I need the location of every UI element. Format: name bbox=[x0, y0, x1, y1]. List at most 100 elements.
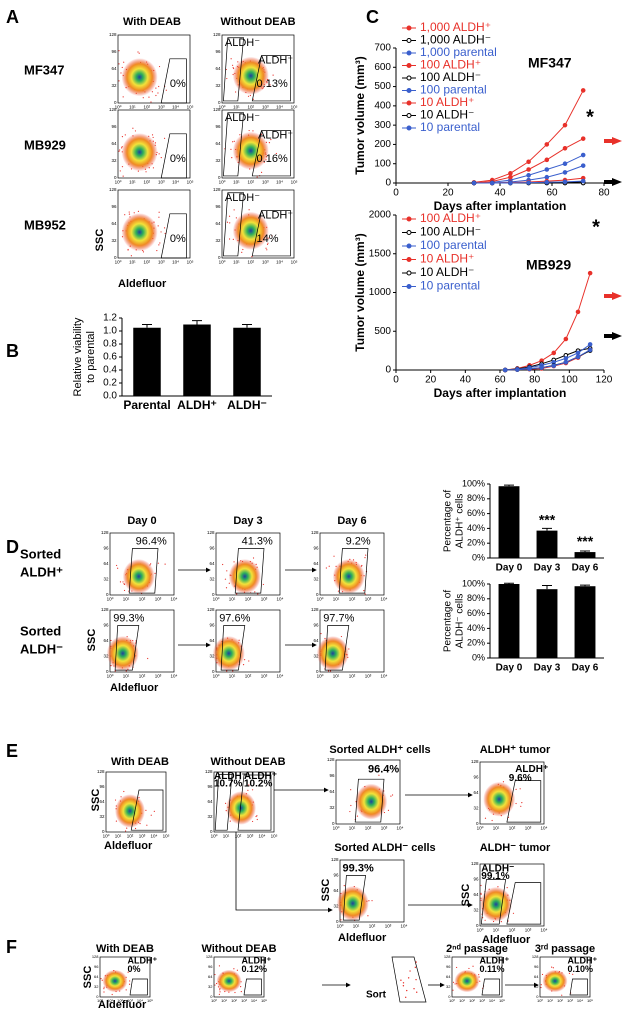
gate-label: ALDH⁺ bbox=[258, 130, 293, 142]
event-dot bbox=[233, 968, 235, 970]
event-dot bbox=[252, 130, 254, 132]
day-title: Day 0 bbox=[127, 515, 156, 527]
x-tick-label: 10¹ bbox=[547, 998, 553, 1003]
y-tick-label: 32 bbox=[329, 805, 335, 810]
y-tick-label: 0% bbox=[472, 552, 485, 562]
x-tick-label: 10³ bbox=[525, 928, 532, 933]
x-tick-label: 10² bbox=[349, 597, 356, 602]
x-tick-label: 10² bbox=[139, 597, 146, 602]
y-tick-label: 0 bbox=[210, 994, 213, 999]
event-dot bbox=[153, 810, 155, 812]
event-dot bbox=[229, 222, 231, 224]
event-dot bbox=[159, 242, 161, 244]
gate-label: 0% bbox=[128, 964, 141, 974]
gate-label: 97.7% bbox=[323, 613, 354, 625]
y-tick-label: 32 bbox=[473, 806, 479, 811]
label: Sorted ALDH⁻ cells bbox=[334, 842, 435, 854]
x-tick-label: 10² bbox=[369, 924, 376, 929]
event-dot bbox=[551, 966, 553, 968]
data-point bbox=[526, 180, 531, 185]
event-dot bbox=[127, 971, 129, 973]
event-dot bbox=[218, 965, 221, 967]
event-dot bbox=[155, 87, 157, 89]
density-cloud bbox=[106, 636, 139, 671]
y-tick-label: 64 bbox=[313, 561, 319, 566]
legend-marker bbox=[406, 100, 412, 106]
y-tick-label: 0 bbox=[210, 829, 213, 834]
event-dot bbox=[257, 593, 259, 595]
event-dot bbox=[404, 996, 407, 999]
event-dot bbox=[158, 216, 160, 218]
gate bbox=[160, 133, 187, 179]
event-dot bbox=[252, 98, 254, 100]
legend-marker bbox=[406, 75, 412, 81]
density-cloud bbox=[232, 56, 269, 95]
error-bar bbox=[542, 584, 552, 590]
data-point bbox=[471, 180, 477, 186]
x-tick-label: 10⁰ bbox=[115, 180, 122, 185]
event-dot bbox=[226, 670, 228, 672]
legend-marker bbox=[406, 50, 412, 56]
y-tick-label: 64 bbox=[215, 141, 221, 146]
event-dot bbox=[158, 85, 160, 88]
y-tick-label: 64 bbox=[94, 974, 99, 979]
x-tick-label: 10¹ bbox=[353, 924, 360, 929]
y-tick-label: 64 bbox=[111, 141, 117, 146]
event-dot bbox=[268, 142, 271, 144]
legend-marker bbox=[406, 88, 412, 93]
x-tick-label: 10¹ bbox=[229, 597, 236, 602]
annotation: * bbox=[592, 216, 600, 238]
gate bbox=[220, 625, 246, 671]
x-tick-label: 10⁵ bbox=[147, 998, 153, 1003]
event-dot bbox=[349, 810, 351, 813]
y-tick-label: 0.0 bbox=[103, 391, 117, 402]
y-tick-label: 32 bbox=[94, 984, 99, 989]
y-tick-label: 32 bbox=[313, 654, 319, 659]
event-dot bbox=[228, 238, 231, 240]
x-tick-label: 10⁵ bbox=[163, 834, 170, 839]
y-tick-label: 128 bbox=[101, 607, 109, 612]
event-dot bbox=[519, 788, 521, 790]
gate bbox=[480, 879, 507, 925]
y-tick-label: 96 bbox=[103, 623, 109, 628]
event-dot bbox=[225, 587, 228, 589]
density-cloud bbox=[232, 211, 269, 250]
gate bbox=[251, 210, 291, 257]
y-tick-label: 0 bbox=[212, 592, 215, 597]
event-dot bbox=[333, 555, 335, 557]
event-dot bbox=[452, 989, 454, 991]
event-dot bbox=[348, 648, 350, 650]
bar bbox=[498, 584, 520, 658]
event-dot bbox=[260, 133, 263, 135]
event-dot bbox=[124, 214, 126, 216]
x-tick-label: 10¹ bbox=[123, 674, 130, 679]
event-dot bbox=[248, 784, 250, 786]
event-dot bbox=[163, 227, 166, 229]
y-tick-label: 96 bbox=[215, 204, 221, 209]
label: Aldefluor bbox=[110, 682, 159, 694]
event-dot bbox=[234, 991, 236, 994]
label: E bbox=[6, 741, 18, 761]
event-dot bbox=[158, 65, 161, 68]
gate bbox=[234, 548, 265, 594]
y-tick-label: 128 bbox=[444, 954, 451, 959]
event-dot bbox=[242, 664, 245, 666]
bar bbox=[133, 327, 161, 396]
data-point bbox=[580, 152, 586, 158]
error-bar bbox=[504, 484, 514, 487]
event-dot bbox=[133, 212, 135, 214]
event-dot bbox=[128, 213, 131, 215]
legend-label: 100 parental bbox=[420, 83, 487, 97]
y-axis-label: Percentage of bbox=[443, 490, 454, 552]
data-point bbox=[562, 145, 568, 151]
y-axis-label: to parental bbox=[85, 331, 97, 383]
gate bbox=[114, 625, 140, 671]
x-tick-label: 10³ bbox=[261, 674, 268, 679]
data-point bbox=[489, 180, 495, 186]
y-tick-label: 32 bbox=[111, 158, 117, 163]
legend-label: 1,000 ALDH⁺ bbox=[420, 20, 491, 34]
y-tick-label: 128 bbox=[207, 607, 215, 612]
y-tick-label: 128 bbox=[206, 954, 213, 959]
x-tick-label: 10⁰ bbox=[219, 260, 226, 265]
data-point bbox=[544, 142, 550, 147]
